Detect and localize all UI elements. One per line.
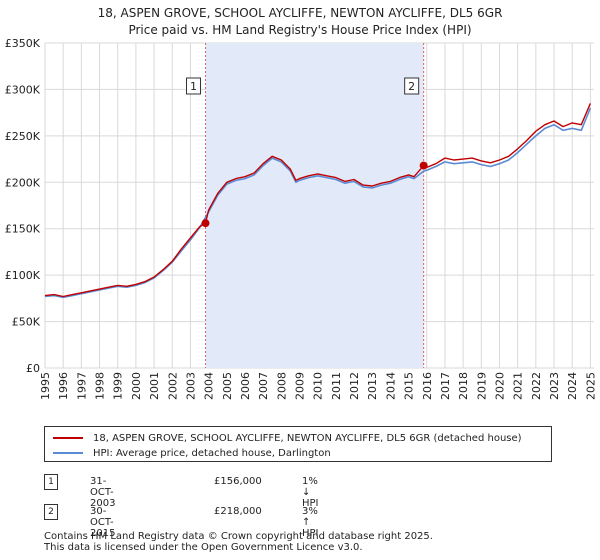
footer-licence: This data is licensed under the Open Gov… [44, 542, 363, 553]
x-tick-label: 1999 [112, 372, 125, 400]
x-tick-label: 2005 [221, 372, 234, 400]
y-tick-label: £50K [12, 316, 41, 329]
x-tick-label: 2014 [384, 372, 397, 400]
x-tick-label: 2024 [566, 372, 579, 400]
legend-entry-property: 18, ASPEN GROVE, SCHOOL AYCLIFFE, NEWTON… [53, 430, 522, 446]
marker-box-1 [186, 77, 202, 95]
marker-label-2: 2 [408, 80, 415, 93]
legend-entry-hpi: HPI: Average price, detached house, Darl… [53, 445, 331, 461]
legend-swatch-hpi [53, 452, 83, 454]
legend-label-property: 18, ASPEN GROVE, SCHOOL AYCLIFFE, NEWTON… [93, 432, 522, 444]
y-tick-label: £300K [5, 83, 41, 96]
marker-label-1: 1 [190, 80, 197, 93]
x-tick-label: 2021 [512, 372, 525, 400]
transaction-price: £156,000 [214, 476, 262, 487]
hpi-line [44, 107, 592, 299]
x-tick-label: 2013 [366, 372, 379, 400]
transaction-number: 1 [44, 474, 58, 490]
shaded-period [205, 43, 425, 368]
transaction-price: £218,000 [214, 506, 262, 517]
y-tick-label: £100K [5, 269, 41, 282]
sale-point-2 [419, 161, 428, 170]
y-tick-label: £200K [5, 176, 41, 189]
x-tick-label: 2010 [312, 372, 325, 400]
x-tick-label: 2002 [166, 372, 179, 400]
transaction-date: 30-OCT-2015 [90, 506, 116, 539]
x-tick-label: 2000 [130, 372, 143, 400]
legend-label-hpi: HPI: Average price, detached house, Darl… [93, 447, 331, 459]
x-tick-label: 2008 [275, 372, 288, 400]
x-tick-label: 2017 [439, 372, 452, 400]
x-tick-label: 2004 [203, 372, 216, 400]
y-tick-label: £350K [5, 37, 41, 50]
footer: Contains HM Land Registry data © Crown c… [44, 531, 433, 553]
transaction-hpi-diff: 3% ↑ HPI [302, 506, 319, 539]
legend: 18, ASPEN GROVE, SCHOOL AYCLIFFE, NEWTON… [44, 426, 552, 462]
x-tick-label: 2011 [330, 372, 343, 400]
x-tick-label: 2012 [348, 372, 361, 400]
x-axis: 1995 1996 1997 1998 1999 2000 2001 2002 2003 2004… [39, 372, 597, 400]
x-tick-label: 2020 [493, 372, 506, 400]
chart-title: 18, ASPEN GROVE, SCHOOL AYCLIFFE, NEWTON… [98, 6, 503, 20]
x-tick-label: 2023 [548, 372, 561, 400]
x-tick-label: 1995 [39, 372, 52, 400]
property-price-line [44, 103, 592, 298]
transaction-date: 31-OCT-2003 [90, 476, 116, 509]
y-tick-label: £150K [5, 223, 41, 236]
x-tick-label: 2003 [184, 372, 197, 400]
x-tick-label: 2006 [239, 372, 252, 400]
y-tick-label: £0 [26, 362, 40, 375]
x-tick-label: 1998 [94, 372, 107, 400]
x-tick-label: 2025 [584, 372, 597, 400]
shaded-region-overlay [205, 43, 424, 368]
x-tick-label: 2007 [257, 372, 270, 400]
series-lines [44, 103, 592, 299]
x-tick-label: 2016 [421, 372, 434, 400]
y-tick-label: £250K [5, 130, 41, 143]
chart-subtitle: Price paid vs. HM Land Registry's House … [128, 23, 471, 37]
x-tick-label: 1996 [57, 372, 70, 400]
sale-point-1 [201, 219, 210, 228]
legend-swatch-property [53, 437, 83, 439]
x-tick-label: 1997 [75, 372, 88, 400]
y-axis: £0 £50K £100K £150K £200K £250K £300K £350K [5, 37, 41, 375]
x-tick-label: 2018 [457, 372, 470, 400]
x-tick-label: 2015 [403, 372, 416, 400]
x-tick-label: 2009 [294, 372, 307, 400]
x-tick-label: 2001 [148, 372, 161, 400]
price-chart: 18, ASPEN GROVE, SCHOOL AYCLIFFE, NEWTON… [5, 6, 598, 400]
transaction-hpi-diff: 1% ↓ HPI [302, 476, 319, 509]
transaction-number: 2 [44, 504, 58, 520]
x-tick-label: 2019 [475, 372, 488, 400]
footer-copyright: Contains HM Land Registry data © Crown c… [44, 531, 433, 542]
x-tick-label: 2022 [530, 372, 543, 400]
marker-box-2 [404, 77, 420, 95]
